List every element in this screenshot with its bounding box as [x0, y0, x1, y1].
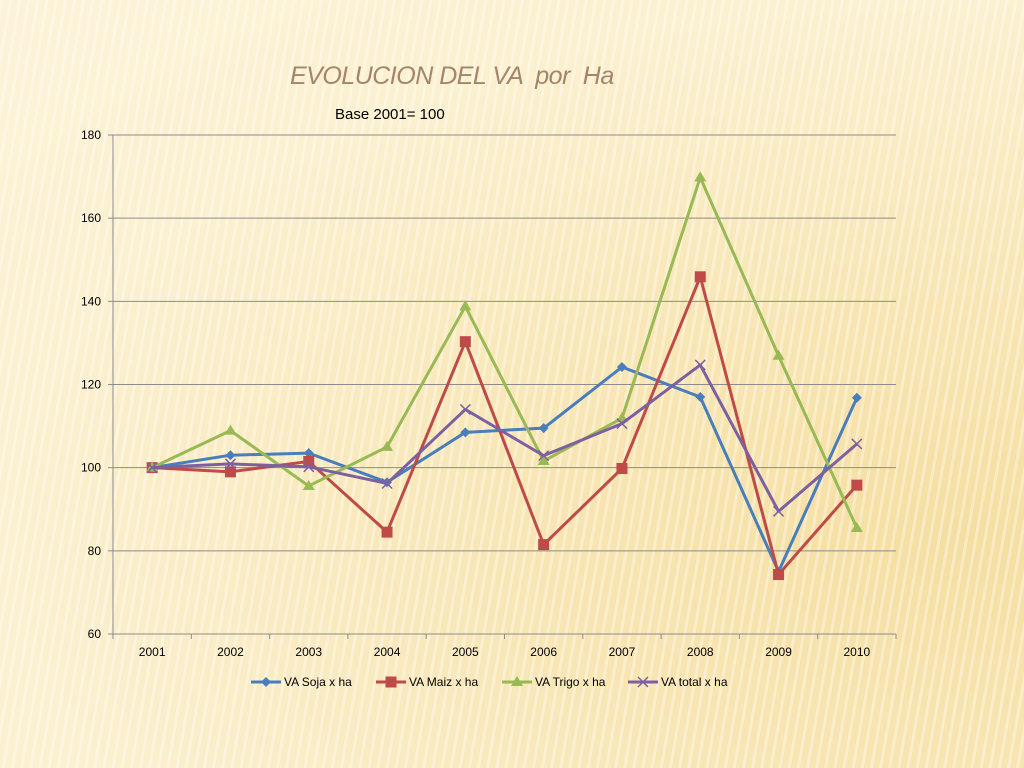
data-point: [381, 526, 393, 538]
x-tick-label: 2002: [217, 645, 244, 659]
x-tick-label: 2006: [530, 645, 557, 659]
data-point: [224, 424, 237, 435]
legend-label: VA total x ha: [661, 675, 728, 689]
data-point: [694, 359, 706, 371]
x-tick-label: 2009: [765, 645, 792, 659]
data-point: [851, 438, 863, 450]
legend-label: VA Trigo x ha: [535, 675, 606, 689]
x-tick-label: 2007: [609, 645, 636, 659]
data-point: [773, 569, 785, 581]
data-point: [224, 466, 236, 478]
data-point: [772, 349, 785, 360]
data-point: [459, 403, 471, 415]
data-point: [616, 418, 628, 430]
data-point: [773, 505, 785, 517]
y-tick-label: 180: [81, 128, 101, 142]
legend-swatch-marker: [511, 676, 523, 686]
data-point: [381, 440, 394, 451]
slide-title: EVOLUCION DEL VA por Ha: [290, 62, 614, 90]
series-line-2: [152, 275, 858, 577]
y-tick-label: 80: [88, 544, 102, 558]
series-line-1: [151, 365, 859, 574]
x-tick-label: 2004: [374, 645, 401, 659]
data-point: [694, 171, 707, 182]
y-tick-label: 160: [81, 211, 101, 225]
data-point: [695, 391, 706, 402]
data-point: [459, 336, 471, 348]
data-point: [224, 458, 236, 470]
y-tick-label: 100: [81, 461, 101, 475]
data-point: [302, 479, 315, 490]
data-point: [303, 455, 315, 467]
data-point: [381, 477, 393, 489]
series-line-4: [152, 363, 858, 513]
data-point: [225, 450, 236, 461]
data-point: [538, 539, 550, 551]
y-tick-label: 140: [81, 294, 101, 308]
data-point: [459, 300, 472, 311]
data-point: [303, 448, 314, 459]
x-tick-label: 2001: [139, 645, 166, 659]
data-point: [537, 455, 550, 466]
data-point: [303, 461, 315, 473]
legend-swatch-marker: [385, 676, 397, 688]
data-point: [460, 427, 471, 438]
legend-label: VA Maiz x ha: [409, 675, 478, 689]
data-point: [616, 362, 627, 373]
data-point: [851, 479, 863, 491]
y-tick-label: 60: [88, 627, 102, 641]
data-point: [146, 462, 158, 474]
data-point: [851, 392, 862, 403]
legend-swatch-marker: [261, 677, 271, 687]
data-point: [850, 521, 863, 532]
x-tick-label: 2005: [452, 645, 479, 659]
data-point: [694, 271, 706, 283]
data-point: [616, 462, 628, 474]
y-tick-label: 120: [81, 378, 101, 392]
series-line-3: [151, 175, 859, 529]
x-tick-label: 2003: [295, 645, 322, 659]
data-point: [538, 423, 549, 434]
legend-swatch-marker: [637, 676, 649, 688]
x-tick-label: 2008: [687, 645, 714, 659]
chart-subtitle: Base 2001= 100: [335, 106, 445, 123]
data-point: [538, 450, 550, 462]
legend-label: VA Soja x ha: [284, 675, 352, 689]
x-tick-label: 2010: [843, 645, 870, 659]
